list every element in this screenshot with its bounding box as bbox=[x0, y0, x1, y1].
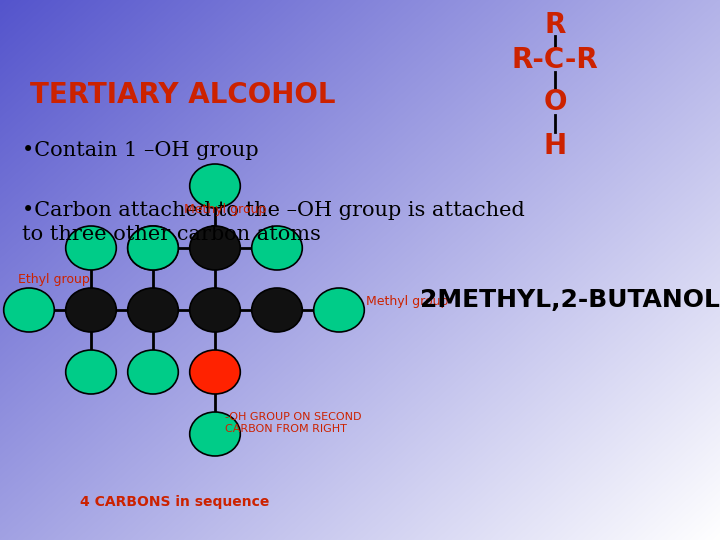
Text: R-C-R: R-C-R bbox=[512, 46, 598, 74]
Ellipse shape bbox=[66, 226, 117, 270]
Text: O: O bbox=[544, 88, 567, 116]
Text: -OH GROUP ON SECOND
CARBON FROM RIGHT: -OH GROUP ON SECOND CARBON FROM RIGHT bbox=[225, 412, 361, 434]
Text: •Contain 1 –OH group: •Contain 1 –OH group bbox=[22, 140, 258, 159]
Text: 2METHYL,2-BUTANOL: 2METHYL,2-BUTANOL bbox=[420, 288, 720, 312]
Ellipse shape bbox=[4, 288, 54, 332]
Ellipse shape bbox=[189, 350, 240, 394]
Text: R: R bbox=[544, 11, 566, 39]
Ellipse shape bbox=[127, 226, 179, 270]
Text: 4 CARBONS in sequence: 4 CARBONS in sequence bbox=[80, 495, 269, 509]
Ellipse shape bbox=[127, 226, 179, 270]
Ellipse shape bbox=[189, 412, 240, 456]
Ellipse shape bbox=[127, 350, 179, 394]
Ellipse shape bbox=[189, 164, 240, 208]
Text: Methyl group: Methyl group bbox=[184, 203, 266, 216]
Text: •Carbon attached to the –OH group is attached: •Carbon attached to the –OH group is att… bbox=[22, 200, 525, 219]
Ellipse shape bbox=[189, 226, 240, 270]
Ellipse shape bbox=[252, 226, 302, 270]
Text: TERTIARY ALCOHOL: TERTIARY ALCOHOL bbox=[30, 81, 336, 109]
Ellipse shape bbox=[314, 288, 364, 332]
Text: Methyl group: Methyl group bbox=[366, 295, 449, 308]
Text: H: H bbox=[544, 132, 567, 160]
Ellipse shape bbox=[189, 288, 240, 332]
Ellipse shape bbox=[252, 288, 302, 332]
Text: to three other carbon atoms: to three other carbon atoms bbox=[22, 226, 321, 245]
Ellipse shape bbox=[66, 288, 117, 332]
Ellipse shape bbox=[127, 288, 179, 332]
Text: Ethyl group: Ethyl group bbox=[18, 273, 90, 287]
Ellipse shape bbox=[66, 350, 117, 394]
